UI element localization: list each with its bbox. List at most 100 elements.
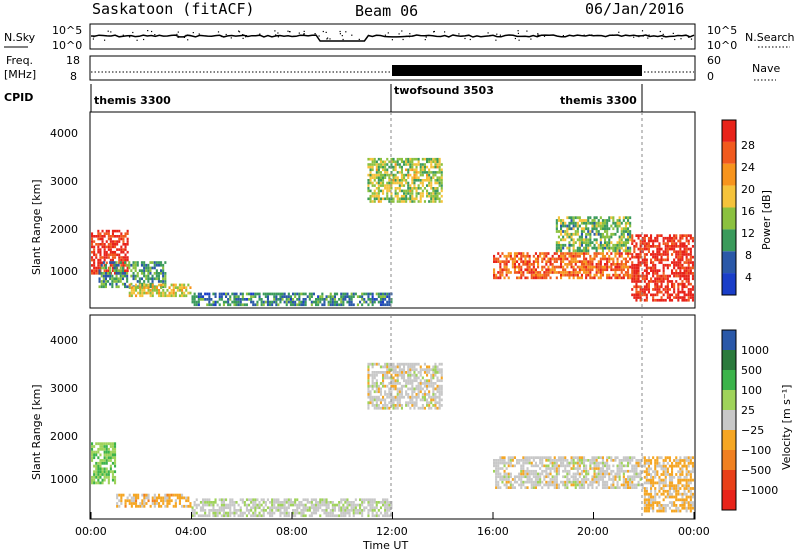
velocity-cell — [509, 483, 512, 487]
power-cell — [505, 254, 508, 258]
power-cell — [93, 253, 96, 257]
power-cell — [566, 257, 569, 261]
velocity-cell — [300, 509, 303, 512]
power-cell — [520, 257, 523, 261]
power-cell — [382, 173, 385, 177]
power-cell — [557, 230, 560, 233]
velocity-cell — [658, 509, 661, 513]
velocity-cell — [610, 459, 613, 462]
velocity-cell — [580, 472, 583, 476]
velocity-cell — [685, 470, 688, 474]
velocity-cell — [537, 483, 540, 487]
power-cell — [132, 274, 135, 278]
power-cell — [633, 247, 636, 251]
velocity-cell — [344, 506, 347, 510]
power-cell — [668, 234, 671, 237]
power-cell — [601, 221, 604, 225]
velocity-frame — [89, 314, 696, 520]
velocity-cell — [671, 487, 674, 490]
velocity-cell — [111, 470, 114, 474]
power-cell — [310, 303, 313, 307]
velocity-cell — [369, 503, 372, 507]
power-cell — [528, 265, 531, 269]
power-cell — [166, 289, 169, 292]
power-cell — [430, 181, 433, 185]
power-cell — [645, 282, 648, 286]
velocity-cell — [557, 459, 560, 462]
velocity-cell — [618, 467, 621, 470]
power-cell — [681, 272, 684, 275]
power-cell — [599, 238, 602, 242]
velocity-cell — [273, 511, 276, 515]
velocity-cell — [426, 371, 429, 374]
velocity-cell — [413, 401, 416, 405]
power-cell — [109, 253, 112, 257]
power-cell — [597, 252, 600, 255]
power-cell — [660, 258, 663, 262]
velocity-cell — [662, 492, 665, 496]
velocity-cell — [302, 503, 305, 507]
power-cell — [109, 261, 112, 264]
power-cell — [321, 303, 324, 307]
velocity-cell — [141, 502, 144, 505]
velocity-cell — [583, 480, 586, 484]
power-cell — [135, 289, 138, 292]
power-cell — [666, 247, 669, 251]
velocity-cell — [415, 398, 418, 402]
velocity-cell — [174, 504, 177, 508]
power-cell — [421, 171, 424, 174]
power-cell — [107, 256, 110, 259]
velocity-cell — [359, 511, 362, 515]
power-cell — [683, 261, 686, 264]
power-cell — [666, 280, 669, 283]
power-cell — [583, 230, 586, 233]
power-cell — [656, 293, 659, 297]
velocity-cell — [105, 453, 108, 457]
power-cell — [589, 221, 592, 225]
power-cell — [99, 261, 102, 265]
velocity-cell — [639, 475, 642, 479]
power-cell — [91, 232, 94, 235]
power-cell — [685, 266, 688, 270]
power-cell — [580, 230, 583, 233]
power-cell — [580, 273, 583, 277]
velocity-cell — [204, 511, 207, 515]
xtick-1600: 16:00 — [477, 525, 509, 538]
power-cell — [137, 286, 140, 289]
nsearch-point — [384, 34, 386, 36]
power-cell — [503, 254, 506, 258]
velocity-cell — [248, 511, 251, 515]
power-cell — [633, 280, 636, 283]
power-cell — [111, 277, 114, 281]
power-cell — [566, 252, 569, 255]
velocity-cell — [352, 501, 355, 504]
power-cell — [541, 265, 544, 269]
velocity-cell — [252, 498, 255, 502]
velocity-cell — [384, 506, 387, 510]
power-cell — [145, 277, 148, 281]
power-cell — [635, 255, 638, 259]
velocity-cell — [509, 464, 512, 468]
velocity-cell — [654, 487, 657, 490]
velocity-cell — [687, 478, 690, 482]
power-cell — [675, 293, 678, 297]
nsearch-point — [358, 38, 360, 40]
velocity-cell — [369, 362, 372, 366]
power-cell — [151, 294, 154, 298]
power-cell — [329, 295, 332, 298]
power-cell — [178, 294, 181, 298]
power-cell — [137, 291, 140, 295]
power-cell — [606, 232, 609, 236]
power-cell — [344, 295, 347, 298]
power-cell — [390, 163, 393, 166]
power-cell — [639, 255, 642, 259]
power-cell — [516, 254, 519, 258]
velocity-cell — [178, 496, 181, 500]
power-cell — [595, 221, 598, 225]
power-cell — [568, 224, 571, 228]
power-cell — [637, 277, 640, 281]
velocity-cell — [641, 486, 644, 489]
power-cell — [121, 282, 124, 286]
velocity-cell — [618, 486, 621, 489]
velocity-cell — [616, 456, 619, 459]
